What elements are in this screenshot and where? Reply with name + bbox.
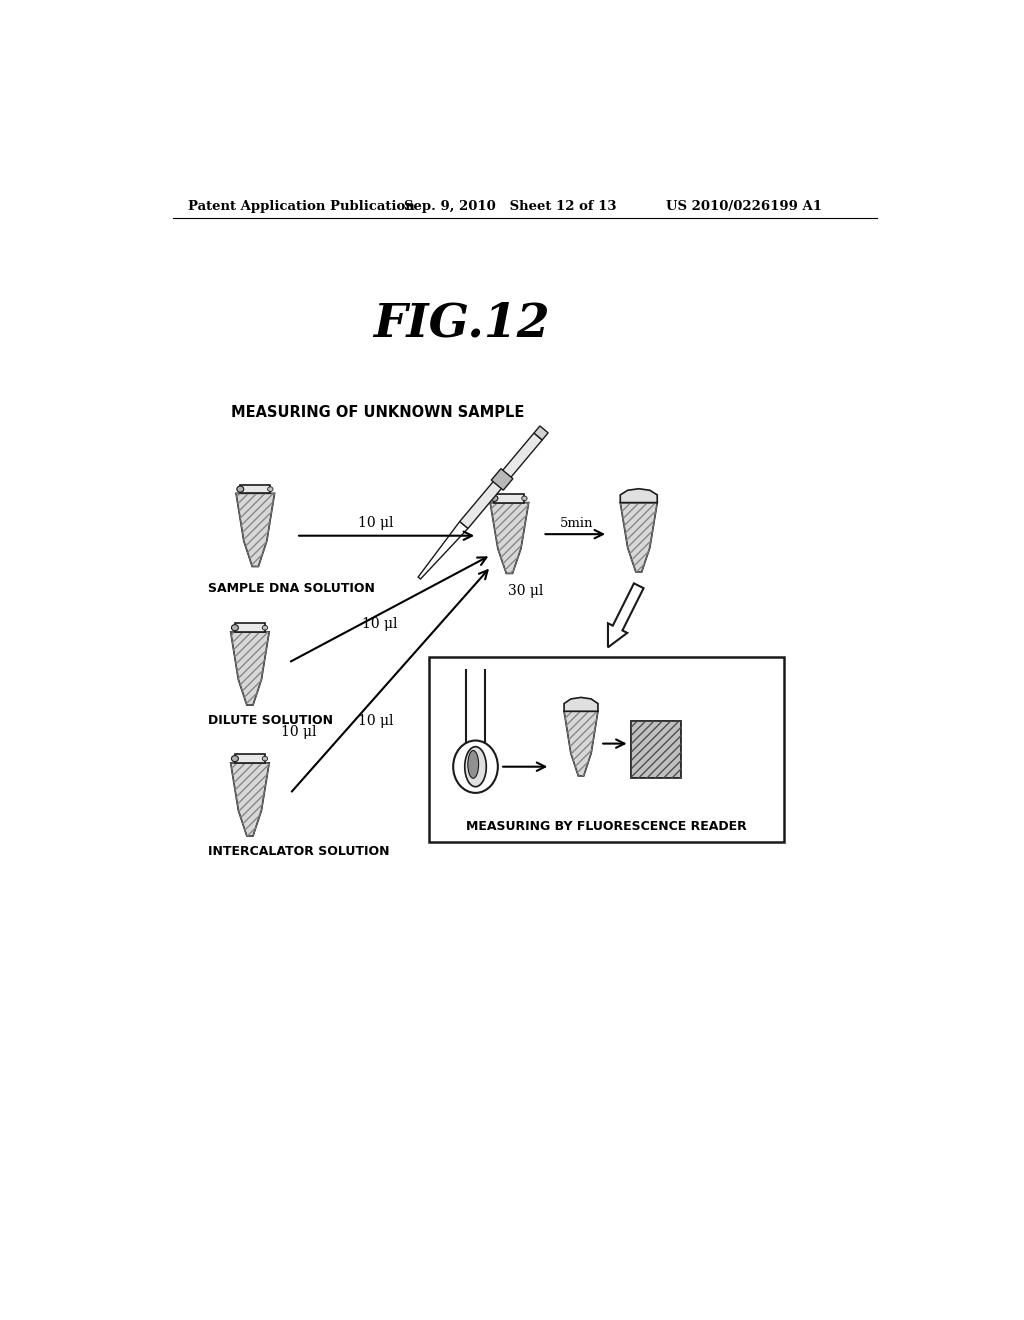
Ellipse shape: [237, 486, 244, 492]
Text: Sep. 9, 2010   Sheet 12 of 13: Sep. 9, 2010 Sheet 12 of 13: [403, 199, 616, 213]
Polygon shape: [564, 697, 598, 711]
Text: 10 μl: 10 μl: [281, 725, 316, 739]
Bar: [631, 721, 681, 779]
Ellipse shape: [490, 495, 498, 502]
Ellipse shape: [262, 626, 267, 630]
Text: 5min: 5min: [560, 517, 594, 529]
Polygon shape: [621, 503, 657, 572]
Text: 30 μl: 30 μl: [508, 585, 544, 598]
Polygon shape: [621, 488, 657, 503]
Ellipse shape: [465, 747, 486, 787]
Polygon shape: [534, 426, 548, 440]
Bar: [631, 721, 681, 779]
Text: SAMPLE DNA SOLUTION: SAMPLE DNA SOLUTION: [208, 582, 375, 594]
Ellipse shape: [454, 741, 498, 793]
Text: FIG.12: FIG.12: [374, 301, 550, 347]
Text: MEASURING OF UNKNOWN SAMPLE: MEASURING OF UNKNOWN SAMPLE: [230, 405, 524, 420]
Ellipse shape: [231, 624, 239, 631]
Ellipse shape: [468, 751, 478, 779]
Polygon shape: [490, 503, 528, 573]
Polygon shape: [234, 623, 265, 632]
Polygon shape: [564, 711, 598, 776]
Ellipse shape: [231, 755, 239, 762]
Text: 10 μl: 10 μl: [357, 714, 393, 727]
Text: DILUTE SOLUTION: DILUTE SOLUTION: [208, 714, 333, 727]
Polygon shape: [241, 484, 270, 494]
Polygon shape: [492, 469, 513, 490]
Ellipse shape: [267, 487, 273, 491]
Polygon shape: [460, 433, 543, 528]
Bar: [429, 657, 783, 842]
Text: 10 μl: 10 μl: [361, 618, 397, 631]
Text: Patent Application Publication: Patent Application Publication: [188, 199, 415, 213]
Text: MEASURING BY FLUORESCENCE READER: MEASURING BY FLUORESCENCE READER: [466, 820, 746, 833]
Polygon shape: [237, 494, 274, 566]
Text: INTERCALATOR SOLUTION: INTERCALATOR SOLUTION: [208, 845, 389, 858]
Ellipse shape: [262, 756, 267, 760]
Ellipse shape: [521, 496, 527, 500]
Polygon shape: [234, 755, 265, 763]
Text: US 2010/0226199 A1: US 2010/0226199 A1: [666, 199, 821, 213]
Text: 10 μl: 10 μl: [357, 516, 393, 529]
Polygon shape: [495, 494, 524, 503]
Polygon shape: [608, 583, 643, 647]
Polygon shape: [230, 763, 269, 836]
Polygon shape: [418, 521, 468, 579]
Polygon shape: [230, 632, 269, 705]
